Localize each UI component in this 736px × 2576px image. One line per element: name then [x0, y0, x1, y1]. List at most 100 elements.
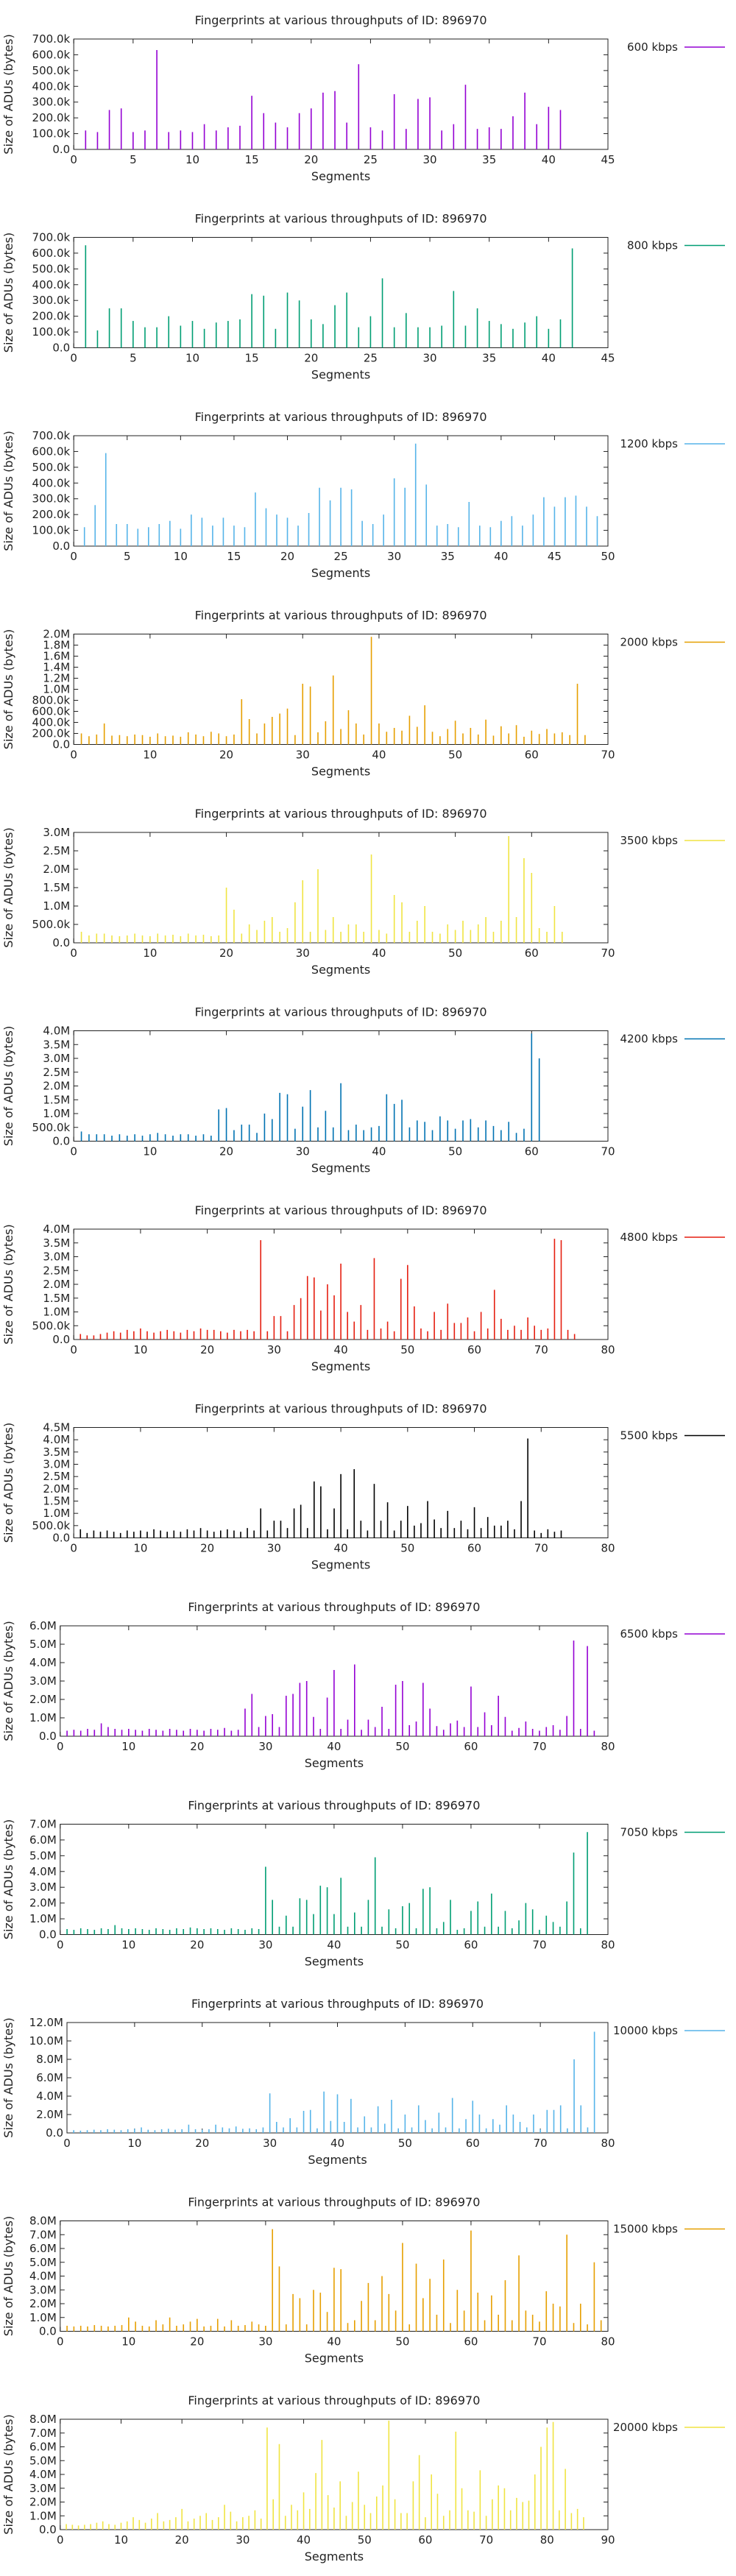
chart-title: Fingerprints at various throughputs of I…	[195, 410, 487, 424]
legend-label: 7050 kbps	[620, 1826, 679, 1839]
x-tick-label: 0	[70, 749, 77, 762]
chart-panel-4: Fingerprints at various throughputs of I…	[1, 609, 725, 779]
y-axis-label: Size of ADUs (bytes)	[1, 1423, 15, 1543]
x-tick-label: 0	[57, 1939, 64, 1952]
x-axis-label: Segments	[311, 169, 370, 183]
x-tick-label: 30	[267, 1542, 281, 1555]
x-axis-label: Segments	[311, 1161, 370, 1175]
y-axis-label: Size of ADUs (bytes)	[1, 827, 15, 947]
x-tick-label: 60	[466, 2137, 480, 2150]
y-tick-label: 1.5M	[43, 1292, 70, 1305]
x-tick-label: 25	[364, 352, 378, 365]
y-tick-label: 1.5M	[43, 1495, 70, 1508]
x-tick-label: 50	[398, 2137, 412, 2150]
y-tick-label: 600.0k	[32, 48, 71, 61]
y-tick-label: 500.0k	[32, 1519, 71, 1532]
y-tick-label: 0.0	[52, 1532, 70, 1545]
x-tick-label: 10	[174, 550, 188, 563]
x-tick-label: 30	[258, 1939, 272, 1952]
x-tick-label: 60	[464, 1939, 478, 1952]
x-tick-label: 20	[219, 946, 233, 960]
y-tick-label: 0.0	[39, 2523, 57, 2536]
x-tick-label: 45	[601, 352, 615, 365]
y-axis-label: Size of ADUs (bytes)	[1, 1224, 15, 1344]
x-tick-label: 50	[448, 749, 462, 762]
chart-title: Fingerprints at various throughputs of I…	[195, 1402, 487, 1416]
x-tick-label: 50	[358, 2533, 372, 2547]
x-tick-label: 60	[525, 749, 539, 762]
chart-panel-1: Fingerprints at various throughputs of I…	[1, 13, 725, 183]
x-tick-label: 40	[297, 2533, 311, 2547]
legend-label: 10000 kbps	[613, 2024, 678, 2037]
legend-label: 4800 kbps	[620, 1231, 679, 1244]
x-tick-label: 70	[532, 1939, 546, 1952]
y-tick-label: 4.0M	[36, 2090, 63, 2103]
x-tick-label: 30	[263, 2137, 277, 2150]
x-tick-label: 60	[467, 1343, 481, 1356]
y-axis-label: Size of ADUs (bytes)	[1, 1819, 15, 1939]
y-tick-label: 0.0	[39, 1730, 57, 1743]
x-tick-label: 50	[395, 2335, 409, 2349]
x-tick-label: 30	[387, 550, 401, 563]
y-tick-label: 0.0	[39, 2325, 57, 2338]
y-tick-label: 400.0k	[32, 278, 71, 291]
y-tick-label: 700.0k	[32, 231, 71, 244]
x-tick-label: 30	[258, 1740, 272, 1753]
x-axis-label: Segments	[311, 368, 370, 382]
y-tick-label: 0.0	[52, 1333, 70, 1346]
chart-panel-3: Fingerprints at various throughputs of I…	[1, 410, 725, 580]
x-tick-label: 15	[245, 352, 259, 365]
y-tick-label: 500.0k	[32, 461, 71, 474]
x-tick-label: 10	[185, 352, 199, 365]
x-axis-label: Segments	[311, 1359, 370, 1373]
chart-panel-12: Fingerprints at various throughputs of I…	[1, 2195, 725, 2366]
y-tick-label: 3.0M	[43, 826, 70, 839]
chart-panel-5: Fingerprints at various throughputs of I…	[1, 807, 725, 977]
chart-title: Fingerprints at various throughputs of I…	[195, 1005, 487, 1019]
legend-label: 6500 kbps	[620, 1627, 679, 1641]
y-tick-label: 2.0M	[43, 1482, 70, 1496]
x-axis-label: Segments	[311, 1558, 370, 1572]
x-tick-label: 20	[280, 550, 294, 563]
x-tick-label: 35	[482, 153, 496, 166]
x-tick-label: 40	[494, 550, 508, 563]
x-tick-label: 80	[601, 1542, 615, 1555]
y-tick-label: 2.5M	[43, 844, 70, 857]
x-tick-label: 5	[124, 550, 131, 563]
x-tick-label: 50	[395, 1740, 409, 1753]
x-tick-label: 70	[601, 1145, 615, 1158]
x-tick-label: 20	[219, 749, 233, 762]
y-tick-label: 100.0k	[32, 127, 71, 141]
legend-label: 3500 kbps	[620, 834, 679, 847]
y-tick-label: 6.0M	[29, 2441, 57, 2454]
y-tick-label: 3.5M	[43, 1446, 70, 1459]
y-tick-label: 4.0M	[29, 2468, 57, 2481]
y-tick-label: 2.0M	[29, 2496, 57, 2509]
x-axis-label: Segments	[305, 1756, 364, 1770]
y-axis-label: Size of ADUs (bytes)	[1, 1621, 15, 1741]
x-tick-label: 30	[258, 2335, 272, 2349]
x-tick-label: 20	[219, 1145, 233, 1158]
x-tick-label: 15	[245, 153, 259, 166]
y-tick-label: 0.0	[52, 539, 70, 553]
y-tick-label: 0.0	[52, 342, 70, 355]
x-tick-label: 20	[200, 1343, 214, 1356]
y-tick-label: 600.0k	[32, 445, 71, 458]
y-tick-label: 700.0k	[32, 429, 71, 442]
y-tick-label: 700.0k	[32, 32, 71, 46]
y-tick-label: 200.0k	[32, 508, 71, 521]
x-tick-label: 30	[423, 153, 437, 166]
y-tick-label: 200.0k	[32, 111, 71, 124]
y-tick-label: 0.0	[39, 1928, 57, 1942]
chart-title: Fingerprints at various throughputs of I…	[195, 609, 487, 623]
x-tick-label: 70	[532, 2335, 546, 2349]
x-tick-label: 25	[334, 550, 348, 563]
y-tick-label: 4.0M	[43, 1433, 70, 1446]
y-tick-label: 4.0M	[29, 1865, 57, 1878]
x-tick-label: 50	[395, 1939, 409, 1952]
x-tick-label: 80	[601, 2335, 615, 2349]
x-tick-label: 60	[467, 1542, 481, 1555]
y-tick-label: 500.0k	[32, 262, 71, 275]
x-tick-label: 30	[296, 749, 310, 762]
x-tick-label: 45	[601, 153, 615, 166]
